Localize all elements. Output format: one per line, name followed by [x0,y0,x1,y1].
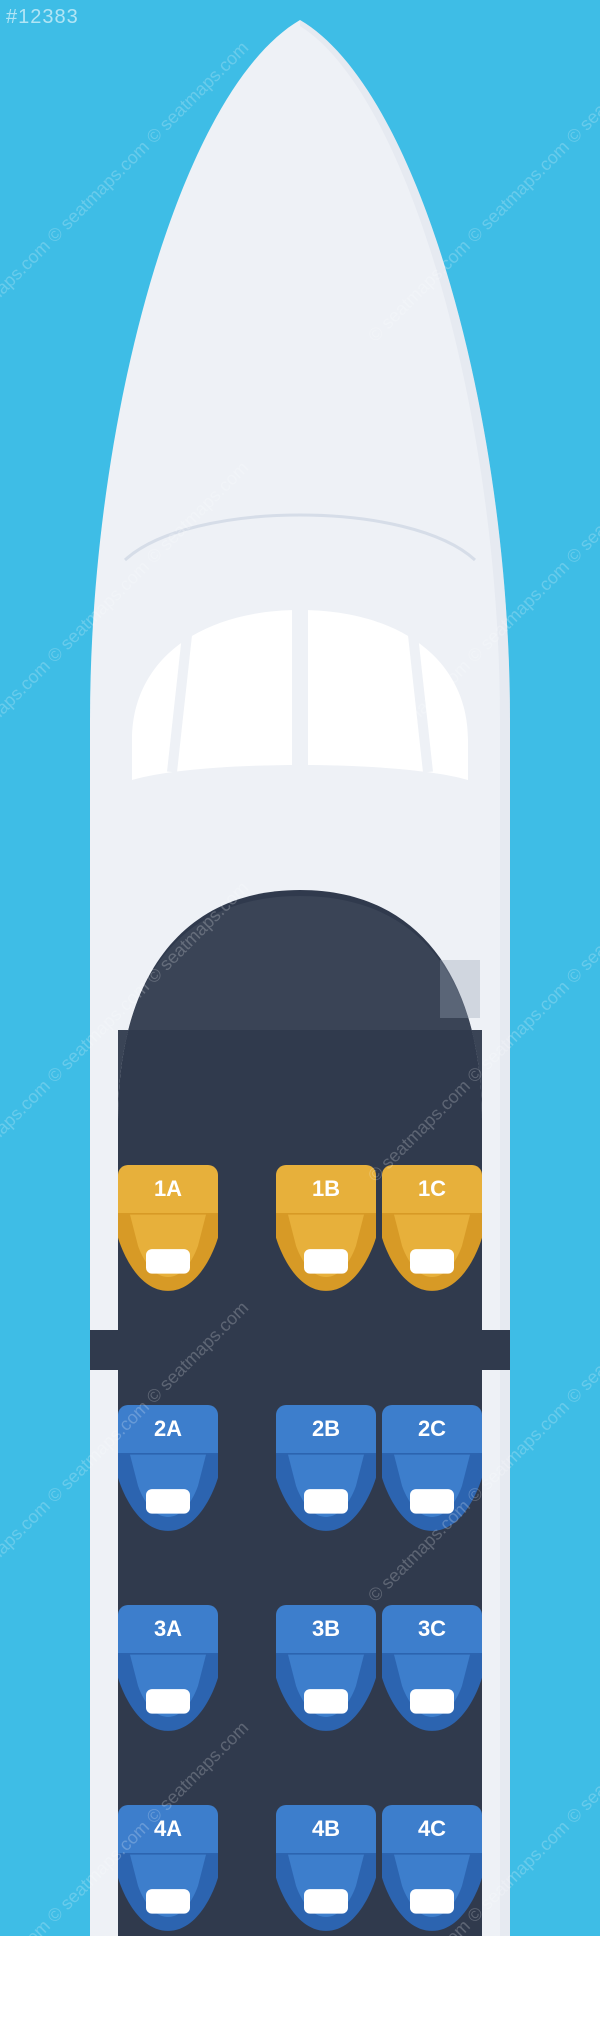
seat-back: 2A [118,1405,218,1453]
seat-back: 1A [118,1165,218,1213]
seat-cushion [382,1213,482,1295]
seat-back: 4A [118,1805,218,1853]
seatmap-canvas: #12383 [0,0,600,1936]
seat-label: 4C [418,1816,446,1842]
seat-back: 3A [118,1605,218,1653]
seat-cushion [276,1453,376,1535]
seat-back: 3C [382,1605,482,1653]
seat-back: 1C [382,1165,482,1213]
seat-label: 1B [312,1176,340,1202]
seat[interactable]: 2B [276,1405,376,1535]
seat-group-left: 2A [118,1405,218,1535]
seat-cushion [276,1853,376,1935]
seat-group-right: 3B 3C [276,1605,482,1735]
seat-group-left: 1A [118,1165,218,1295]
seat[interactable]: 1A [118,1165,218,1295]
seat-group-left: 4A [118,1805,218,1935]
seat-back: 1B [276,1165,376,1213]
seat[interactable]: 4B [276,1805,376,1935]
seat-back: 4B [276,1805,376,1853]
seat-back: 3B [276,1605,376,1653]
seat-group-right: 2B 2C [276,1405,482,1535]
seat-cushion [382,1853,482,1935]
seat-label: 2A [154,1416,182,1442]
seat-row: 2A 2B 2C [94,1405,506,1535]
seat-label: 3B [312,1616,340,1642]
seat[interactable]: 2A [118,1405,218,1535]
seat-label: 3C [418,1616,446,1642]
seat-row: 4A 4B 4C [94,1805,506,1935]
seat[interactable]: 1B [276,1165,376,1295]
seat-label: 2C [418,1416,446,1442]
seat-cushion [382,1653,482,1735]
seat-cushion [118,1453,218,1535]
seat-back: 4C [382,1805,482,1853]
seat[interactable]: 3A [118,1605,218,1735]
seat[interactable]: 1C [382,1165,482,1295]
seat-group-left: 3A [118,1605,218,1735]
seat-label: 2B [312,1416,340,1442]
seat-cushion [382,1453,482,1535]
seat-cushion [118,1853,218,1935]
seat-label: 4B [312,1816,340,1842]
seat[interactable]: 3B [276,1605,376,1735]
seat-label: 4A [154,1816,182,1842]
seat-row: 3A 3B 3C [94,1605,506,1735]
seat[interactable]: 4A [118,1805,218,1935]
seat-back: 2B [276,1405,376,1453]
seat-cushion [276,1213,376,1295]
seat-label: 1A [154,1176,182,1202]
seat[interactable]: 4C [382,1805,482,1935]
seat-row: 1A 1B 1C [94,1165,506,1295]
seat-group-right: 4B 4C [276,1805,482,1935]
seat-cushion [276,1653,376,1735]
seat[interactable]: 3C [382,1605,482,1735]
seat-cushion [118,1653,218,1735]
seat-back: 2C [382,1405,482,1453]
seat-label: 1C [418,1176,446,1202]
seat-cushion [118,1213,218,1295]
seat-group-right: 1B 1C [276,1165,482,1295]
seat-label: 3A [154,1616,182,1642]
seat[interactable]: 2C [382,1405,482,1535]
watermark-id: #12383 [6,6,79,29]
